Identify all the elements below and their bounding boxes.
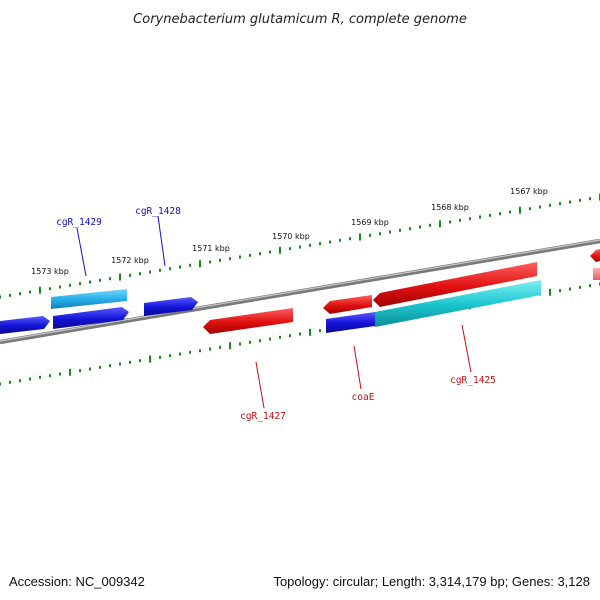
feature-coaE[interactable] bbox=[326, 312, 375, 333]
gene-label-cgR-1429[interactable]: cgR_1429 bbox=[56, 217, 102, 228]
feature-cgR-1425[interactable] bbox=[375, 280, 541, 327]
reverse-strand-features bbox=[203, 249, 600, 334]
gene-label-cgR-1425[interactable]: cgR_1425 bbox=[450, 375, 496, 386]
leader-cgR-1429 bbox=[76, 227, 87, 277]
gene-label-coaE[interactable]: coaE bbox=[352, 392, 375, 403]
scale-label-1570: 1570 kbp bbox=[272, 232, 310, 241]
feature-cgR-1429-sky[interactable] bbox=[51, 289, 127, 309]
genome-backbone-highlight bbox=[0, 239, 600, 342]
gene-labels: cgR_1429 cgR_1428 cgR_1427 coaE cgR_1425 bbox=[56, 206, 496, 422]
gene-label-leaders bbox=[76, 215, 472, 409]
gene-label-cgR-1428[interactable]: cgR_1428 bbox=[135, 206, 181, 217]
scale-label-1567: 1567 kbp bbox=[510, 187, 548, 196]
feature-cgR-1427[interactable] bbox=[203, 308, 293, 334]
leader-cgR-1428 bbox=[157, 215, 166, 267]
outer-scale-ticks bbox=[0, 193, 600, 299]
feature-cgR-1428[interactable] bbox=[144, 297, 198, 316]
feature-cgR-1429[interactable] bbox=[53, 307, 129, 329]
scale-label-1571: 1571 kbp bbox=[192, 244, 230, 253]
scale-label-1569: 1569 kbp bbox=[351, 218, 389, 227]
feature-left-edge-arrow[interactable] bbox=[0, 316, 50, 334]
accession-text: Accession: NC_009342 bbox=[9, 574, 145, 589]
scale-label-1573: 1573 kbp bbox=[31, 267, 69, 276]
feature-right-edge-block[interactable] bbox=[593, 268, 600, 280]
scale-labels: 1567 kbp 1568 kbp 1569 kbp 1570 kbp 1571… bbox=[31, 187, 548, 276]
leader-cgR-1425 bbox=[461, 324, 472, 373]
feature-coaE-upper[interactable] bbox=[323, 295, 372, 314]
scale-label-1568: 1568 kbp bbox=[431, 203, 469, 212]
map-title: Corynebacterium glutamicum R, complete g… bbox=[133, 12, 467, 27]
leader-coaE bbox=[353, 345, 362, 390]
scale-label-1572: 1572 kbp bbox=[111, 256, 149, 265]
genome-summary-text: Topology: circular; Length: 3,314,179 bp… bbox=[273, 574, 590, 589]
leader-cgR-1427 bbox=[255, 361, 265, 409]
forward-strand-features bbox=[0, 289, 198, 334]
feature-right-edge-arrow[interactable] bbox=[590, 249, 600, 262]
gene-label-cgR-1427[interactable]: cgR_1427 bbox=[240, 411, 286, 422]
genome-backbone bbox=[0, 238, 600, 345]
feature-cgR-1425-red[interactable] bbox=[373, 262, 537, 307]
